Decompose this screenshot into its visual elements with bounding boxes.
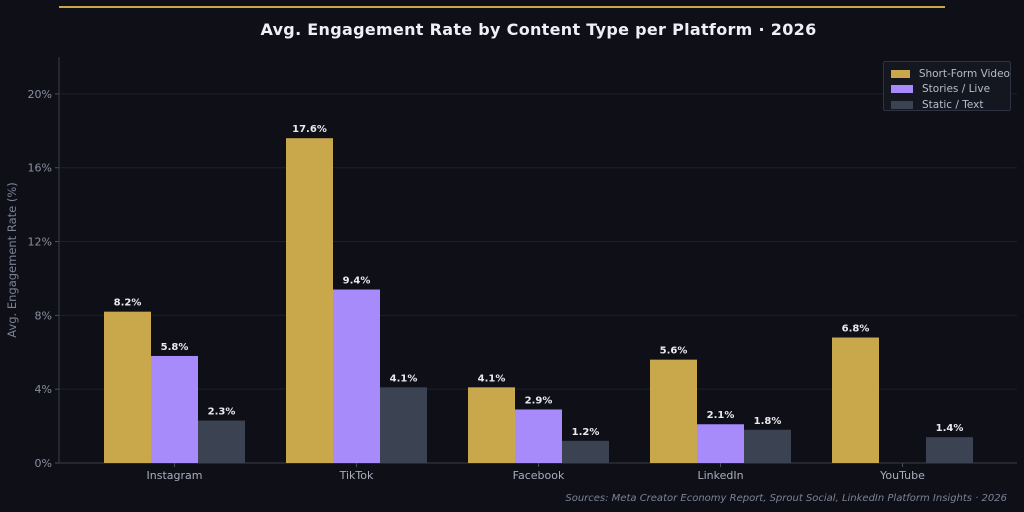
data-label: 5.6% (660, 346, 688, 357)
source-note: Sources: Meta Creator Economy Report, Sp… (565, 493, 1007, 504)
chart-legend: Short-Form Video Stories / Live Static /… (883, 61, 1011, 111)
legend-label: Stories / Live (922, 83, 991, 96)
data-label: 17.6% (292, 124, 327, 135)
data-label: 8.2% (114, 298, 142, 309)
bar-facebook-1 (515, 409, 562, 463)
data-label: 4.1% (478, 373, 506, 384)
bar-tiktok-1 (333, 289, 380, 463)
data-label: 2.1% (707, 410, 735, 421)
legend-swatch-static-text (891, 100, 913, 109)
bar-youtube-2 (926, 437, 973, 463)
data-label: 6.8% (842, 324, 870, 335)
bar-tiktok-0 (286, 138, 333, 463)
legend-item-stories-live: Stories / Live (891, 82, 1010, 98)
y-tick-label: 0% (35, 457, 52, 470)
data-label: 1.4% (936, 423, 964, 434)
data-label: 1.2% (572, 427, 600, 438)
legend-label: Short-Form Video (918, 67, 1010, 80)
data-label: 4.1% (390, 373, 418, 384)
bar-youtube-0 (832, 337, 879, 463)
bar-facebook-2 (562, 440, 609, 463)
x-tick-label: YouTube (879, 469, 925, 482)
y-tick-label: 4% (35, 383, 52, 396)
bar-facebook-0 (468, 387, 515, 463)
y-tick-label: 8% (35, 309, 52, 322)
bar-tiktok-2 (380, 387, 427, 463)
y-axis-label: Avg. Engagement Rate (%) (5, 182, 19, 338)
data-label: 9.4% (343, 276, 371, 287)
bar-linkedin-2 (744, 429, 791, 463)
data-label: 2.3% (208, 407, 236, 418)
legend-swatch-short-form-video (891, 69, 910, 78)
bar-linkedin-0 (650, 359, 697, 463)
data-label: 2.9% (525, 395, 553, 406)
x-tick-label: TikTok (339, 469, 374, 482)
bar-instagram-0 (104, 311, 151, 463)
y-tick-label: 16% (28, 162, 52, 175)
y-tick-label: 12% (28, 236, 52, 249)
legend-item-short-form-video: Short-Form Video (891, 66, 1010, 82)
data-label: 5.8% (161, 342, 189, 353)
bar-linkedin-1 (697, 424, 744, 463)
x-tick-label: LinkedIn (697, 469, 743, 482)
legend-label: Static / Text (922, 98, 984, 111)
x-tick-label: Instagram (147, 469, 203, 482)
data-label: 1.8% (754, 416, 782, 427)
bar-instagram-2 (198, 420, 245, 463)
chart-title: Avg. Engagement Rate by Content Type per… (260, 20, 817, 39)
bar-instagram-1 (151, 355, 198, 463)
legend-swatch-stories-live (891, 85, 913, 94)
x-tick-label: Facebook (513, 469, 565, 482)
top-accent-rule (59, 6, 945, 8)
legend-item-static-text: Static / Text (891, 97, 1010, 113)
y-tick-label: 20% (28, 88, 52, 101)
